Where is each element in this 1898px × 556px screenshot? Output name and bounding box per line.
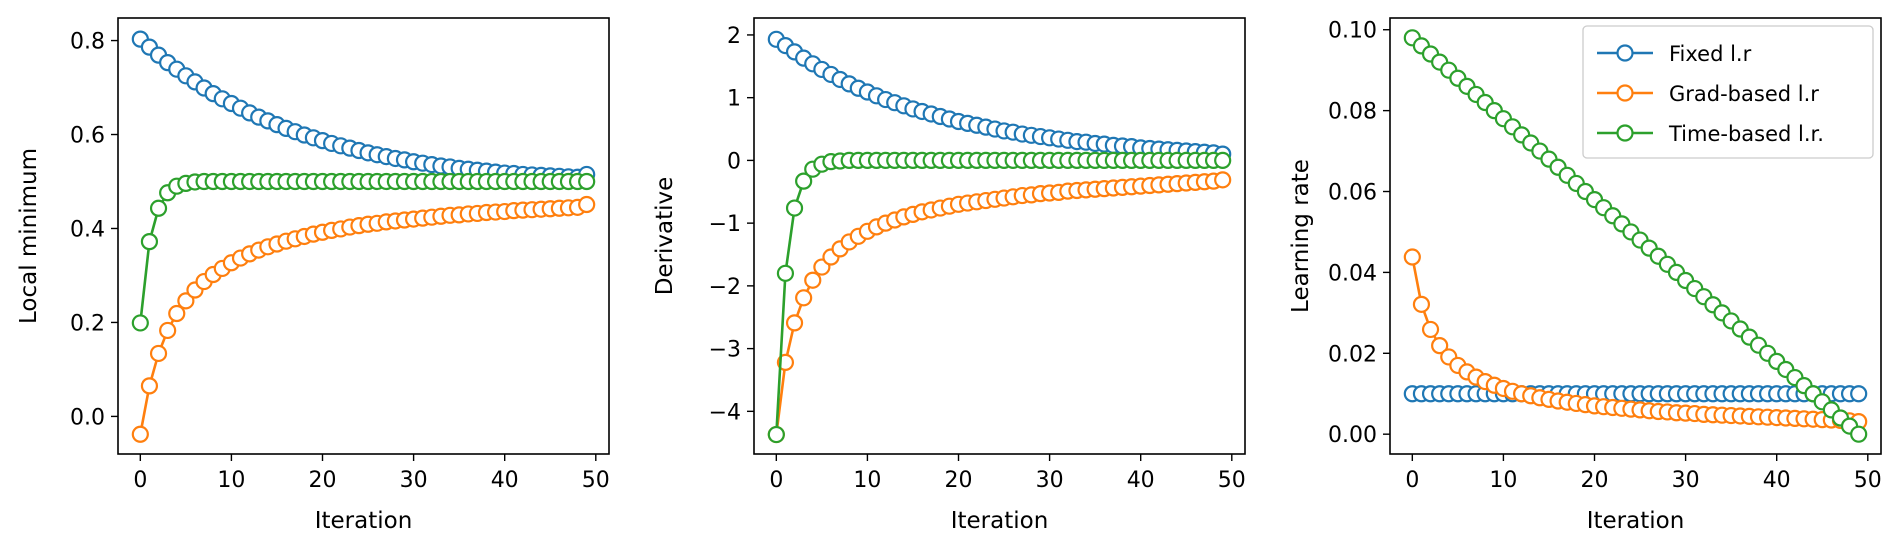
- y-tick-label: 0.00: [1328, 423, 1377, 448]
- data-point: [131, 425, 149, 443]
- series-1: [1403, 385, 1868, 403]
- y-tick-label: 1: [727, 87, 741, 112]
- data-point: [1403, 248, 1421, 266]
- data-point: [159, 321, 177, 340]
- y-tick-label: 0.06: [1328, 181, 1377, 206]
- y-tick-label: 0.4: [70, 217, 105, 242]
- x-tick-label: 50: [1854, 468, 1882, 493]
- data-point: [767, 425, 785, 444]
- y-tick-label: −2: [709, 275, 741, 300]
- data-point: [804, 271, 822, 289]
- y-tick-label: 0.10: [1328, 19, 1377, 44]
- data-point: [795, 172, 813, 190]
- x-tick-label: 10: [1489, 468, 1517, 493]
- x-tick-label: 30: [1672, 468, 1700, 493]
- x-tick-label: 40: [1763, 468, 1791, 493]
- legend-label: Grad-based l.r: [1669, 82, 1819, 106]
- data-point: [131, 314, 149, 332]
- series-3: [767, 151, 1232, 444]
- data-point: [1850, 425, 1868, 443]
- chart-panel-3: 0 10 20 30 40 50 0.00 0.02 0.04 0.06 0.08 0.10 Itera…: [1288, 17, 1882, 534]
- data-point: [1214, 171, 1232, 189]
- y-tick-label: 0.2: [70, 311, 105, 336]
- data-point: [776, 264, 795, 282]
- x-tick-label: 0: [133, 468, 147, 493]
- y-axis-label: Local minimum: [16, 148, 42, 324]
- x-tick-label: 10: [853, 468, 881, 493]
- y-tick-label: 0.8: [70, 30, 105, 55]
- legend-marker: [1616, 124, 1634, 142]
- y-tick-label: 0.02: [1328, 342, 1377, 367]
- y-tick-label: 0.6: [70, 124, 105, 149]
- x-tick-label: 40: [491, 468, 519, 493]
- data-point: [1850, 385, 1868, 403]
- data-point: [785, 314, 804, 332]
- series-2: [1403, 248, 1868, 431]
- series-2: [131, 195, 596, 443]
- x-tick-label: 0: [769, 468, 783, 493]
- x-tick-label: 0: [1405, 468, 1419, 493]
- x-tick-label: 20: [1581, 468, 1609, 493]
- y-tick-label: 0.04: [1328, 261, 1377, 286]
- panels: 0 10 20 30 40 500.00.20.40.60.8IterationLocal…: [16, 17, 1882, 534]
- series-3: [1403, 29, 1868, 443]
- y-axis-label: Learning rate: [1288, 159, 1314, 313]
- data-point: [168, 304, 186, 323]
- series-2: [767, 171, 1232, 444]
- y-tick-label: −3: [709, 338, 741, 363]
- x-tick-label: 50: [1218, 468, 1246, 493]
- legend-label: Fixed l.r: [1669, 42, 1752, 66]
- data-point: [177, 292, 195, 310]
- chart-panel-1: 0 10 20 30 40 50 0.0 0.2 0.4 0.6 0.8 Iteration Local…: [16, 17, 610, 534]
- data-point: [1412, 295, 1431, 313]
- axes-frame: [117, 17, 610, 455]
- x-axis-label: Iteration: [951, 508, 1049, 534]
- x-tick-label: 20: [945, 468, 973, 493]
- legend-marker: [1616, 84, 1634, 102]
- data-point: [1214, 151, 1232, 170]
- chart-panel-2: 0 10 20 30 40 50 −4 −3 −2 −1 0 1 2 Iteration Derivativ…: [652, 17, 1246, 534]
- y-axis-label: Derivative: [652, 177, 678, 296]
- series-1: [767, 30, 1232, 163]
- y-tick-label: 0.08: [1328, 100, 1377, 125]
- data-point: [140, 377, 159, 395]
- y-tick-label: 0: [727, 149, 741, 174]
- data-point: [1431, 337, 1449, 355]
- x-tick-label: 50: [582, 468, 610, 493]
- y-tick-label: 0.0: [70, 405, 105, 430]
- axes-frame: [1389, 17, 1882, 455]
- data-point: [795, 289, 813, 307]
- x-tick-label: 40: [1127, 468, 1155, 493]
- x-tick-label: 10: [217, 468, 245, 493]
- data-point: [1421, 320, 1440, 339]
- data-point: [140, 233, 159, 251]
- legend: Fixed l.r Grad-based l.r Time-based l.r.: [1582, 25, 1874, 159]
- data-point: [578, 172, 596, 191]
- legend-marker: [1616, 44, 1634, 62]
- data-point: [149, 344, 168, 363]
- x-tick-label: 20: [309, 468, 337, 493]
- y-tick-label: −4: [709, 400, 741, 425]
- data-point: [785, 199, 804, 217]
- data-point: [578, 195, 596, 214]
- y-tick-label: 2: [727, 24, 741, 49]
- data-point: [149, 199, 168, 217]
- y-tick-label: −1: [709, 212, 741, 237]
- legend-label: Time-based l.r.: [1668, 122, 1824, 146]
- legend-frame: [1582, 25, 1874, 159]
- axes-frame: [753, 17, 1246, 455]
- x-tick-label: 30: [400, 468, 428, 493]
- x-axis-label: Iteration: [1587, 508, 1685, 534]
- series-3: [131, 172, 596, 332]
- x-tick-label: 30: [1036, 468, 1064, 493]
- x-axis-label: Iteration: [315, 508, 413, 534]
